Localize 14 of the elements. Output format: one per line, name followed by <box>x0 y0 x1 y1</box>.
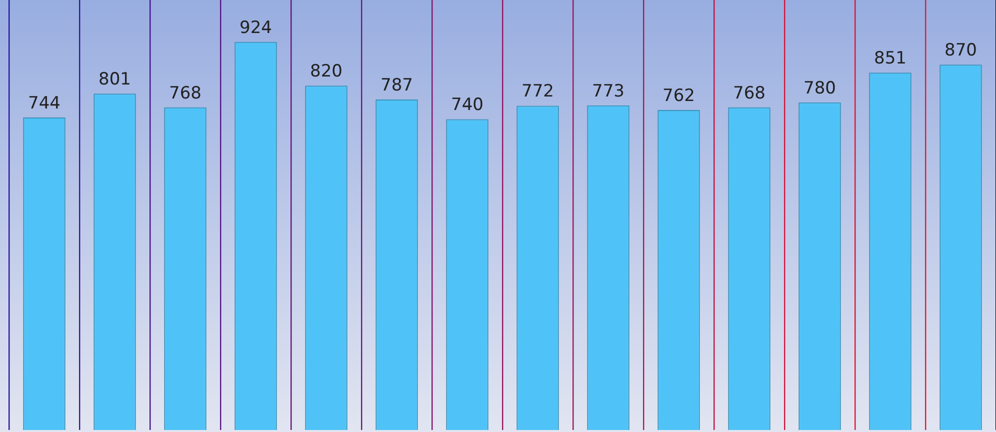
data-label: 851 <box>874 48 906 68</box>
data-label: 820 <box>310 62 342 82</box>
data-label: 762 <box>662 86 695 106</box>
data-label: 787 <box>380 75 413 96</box>
data-label: 870 <box>944 40 977 61</box>
data-label: 744 <box>28 93 60 114</box>
data-label: 772 <box>522 82 554 102</box>
data-label: 801 <box>98 69 131 90</box>
data-label: 780 <box>804 78 836 98</box>
data-label: 924 <box>240 18 272 38</box>
data-label: 768 <box>169 83 202 104</box>
data-label: 773 <box>592 81 624 102</box>
data-label: 768 <box>733 83 766 104</box>
data-label: 740 <box>451 95 484 116</box>
